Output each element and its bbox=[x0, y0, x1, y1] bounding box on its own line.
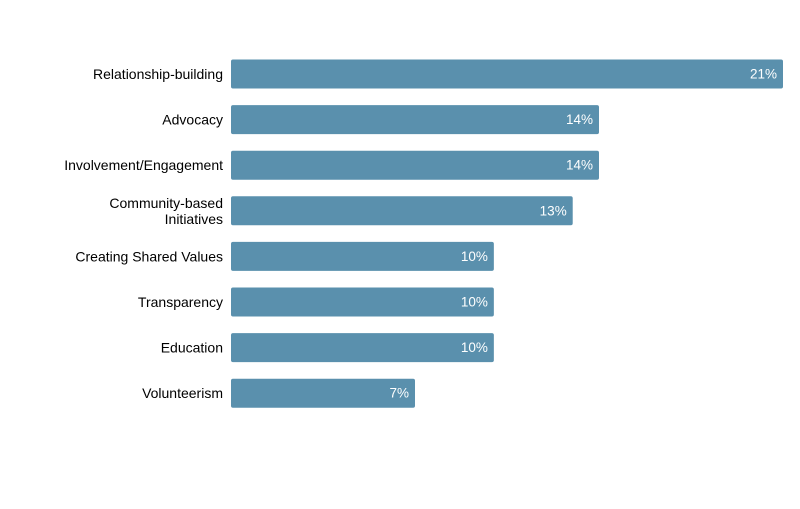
category-label-line-1-0: Advocacy bbox=[162, 112, 223, 128]
category-label-5: Transparency bbox=[138, 294, 223, 310]
category-label-4: Creating Shared Values bbox=[75, 248, 223, 264]
value-label-2: 14% bbox=[566, 158, 593, 173]
category-label-line-2-0: Involvement/Engagement bbox=[64, 157, 223, 173]
category-label-line-7-0: Volunteerism bbox=[142, 385, 223, 401]
bar-2 bbox=[231, 150, 599, 180]
bars-layer bbox=[231, 59, 783, 408]
category-label-line-5-0: Transparency bbox=[138, 294, 223, 310]
value-label-1: 14% bbox=[566, 112, 593, 127]
category-labels-layer: Relationship-building Advocacy Involvement… bbox=[64, 66, 223, 401]
value-labels-layer: 21% 14% 14% 13% 10% 10% 10% 7% bbox=[389, 67, 777, 401]
value-label-0: 21% bbox=[750, 67, 777, 82]
category-label-line-3-0: Community-based bbox=[109, 195, 223, 211]
category-label-line-4-0: Creating Shared Values bbox=[75, 248, 223, 264]
category-label-6: Education bbox=[161, 340, 223, 356]
value-label-6: 10% bbox=[461, 340, 488, 355]
bar-3 bbox=[231, 196, 573, 226]
bar-1 bbox=[231, 105, 599, 135]
bar-0 bbox=[231, 59, 783, 89]
bar-6 bbox=[231, 333, 494, 363]
bar-4 bbox=[231, 241, 494, 271]
value-label-3: 13% bbox=[540, 203, 567, 218]
value-label-5: 10% bbox=[461, 295, 488, 310]
category-label-7: Volunteerism bbox=[142, 385, 223, 401]
category-label-line-6-0: Education bbox=[161, 340, 223, 356]
bar-7 bbox=[231, 378, 415, 408]
value-label-4: 10% bbox=[461, 249, 488, 264]
category-label-1: Advocacy bbox=[162, 112, 223, 128]
value-label-7: 7% bbox=[389, 386, 409, 401]
category-label-line-0-0: Relationship-building bbox=[93, 66, 223, 82]
category-label-2: Involvement/Engagement bbox=[64, 157, 223, 173]
bar-5 bbox=[231, 287, 494, 317]
category-label-line-3-1: Initiatives bbox=[165, 211, 223, 227]
category-label-0: Relationship-building bbox=[93, 66, 223, 82]
category-label-3: Community-based Initiatives bbox=[109, 195, 223, 227]
